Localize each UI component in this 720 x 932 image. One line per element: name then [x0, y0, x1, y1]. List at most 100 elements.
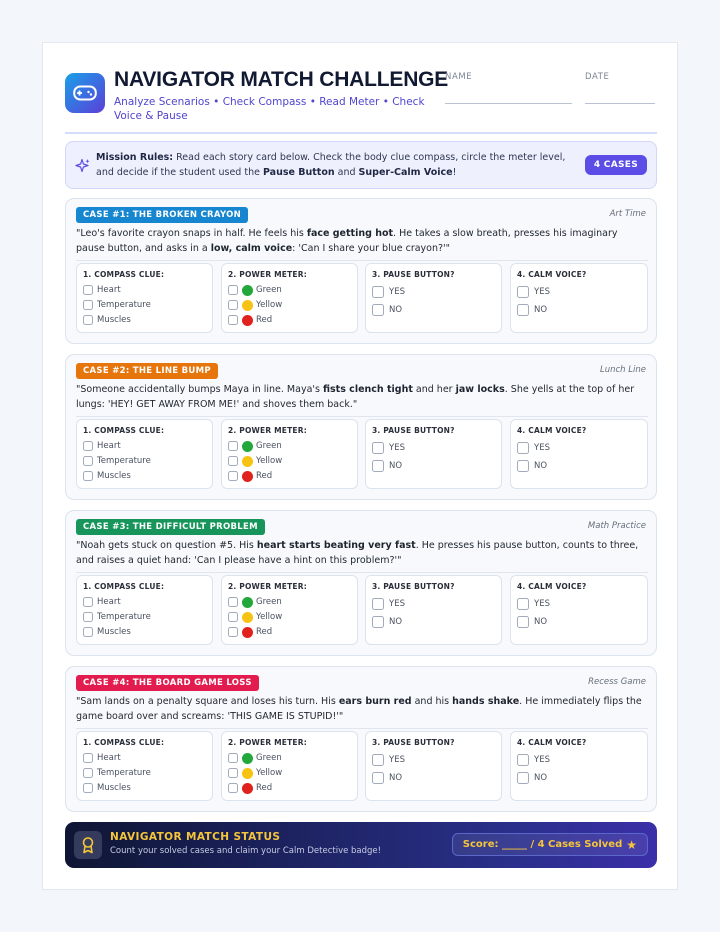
- pause-option-no[interactable]: NO: [372, 772, 402, 784]
- voice-option-no[interactable]: NO: [517, 304, 547, 316]
- checkbox[interactable]: [372, 598, 384, 610]
- pause-option-no[interactable]: NO: [372, 304, 402, 316]
- checkbox[interactable]: [228, 627, 238, 637]
- power-meter-title: 2. POWER METER:: [228, 426, 307, 435]
- checkbox[interactable]: [372, 754, 384, 766]
- case-story: "Leo's favorite crayon snaps in half. He…: [76, 228, 618, 254]
- checkbox[interactable]: [83, 627, 93, 637]
- checkbox[interactable]: [517, 598, 529, 610]
- checkbox[interactable]: [372, 442, 384, 454]
- compass-option-muscles[interactable]: Muscles: [83, 470, 131, 482]
- checkbox[interactable]: [517, 442, 529, 454]
- compass-option-muscles[interactable]: Muscles: [83, 626, 131, 638]
- compass-option-muscles[interactable]: Muscles: [83, 314, 131, 326]
- checkbox[interactable]: [83, 285, 93, 295]
- meter-option-yellow[interactable]: Yellow: [228, 611, 282, 623]
- meter-option-red[interactable]: Red: [228, 470, 272, 482]
- compass-option-heart[interactable]: Heart: [83, 596, 121, 608]
- checkbox[interactable]: [83, 471, 93, 481]
- checkbox[interactable]: [228, 285, 238, 295]
- pause-option-yes[interactable]: YES: [372, 754, 405, 766]
- score-text: Score: _____ / 4 Cases Solved: [462, 839, 623, 850]
- compass-clue-title: 1. COMPASS CLUE:: [83, 426, 165, 435]
- power-meter-box: 2. POWER METER: Green Yellow Red: [221, 731, 358, 801]
- mission-rules-box: Mission Rules: Read each story card belo…: [65, 141, 657, 189]
- voice-option-yes[interactable]: YES: [517, 754, 550, 766]
- checkbox[interactable]: [83, 783, 93, 793]
- compass-option-heart[interactable]: Heart: [83, 284, 121, 296]
- pause-option-no[interactable]: NO: [372, 460, 402, 472]
- meter-option-yellow[interactable]: Yellow: [228, 455, 282, 467]
- pause-option-yes[interactable]: YES: [372, 286, 405, 298]
- checkbox[interactable]: [228, 597, 238, 607]
- compass-option-temperature[interactable]: Temperature: [83, 767, 151, 779]
- checkbox[interactable]: [228, 456, 238, 466]
- checkbox[interactable]: [83, 315, 93, 325]
- checkbox[interactable]: [372, 616, 384, 628]
- date-field[interactable]: [585, 103, 655, 104]
- score-field[interactable]: Score: _____ / 4 Cases Solved ★: [451, 833, 648, 856]
- meter-option-yellow[interactable]: Yellow: [228, 299, 282, 311]
- checkbox[interactable]: [372, 286, 384, 298]
- compass-option-muscles[interactable]: Muscles: [83, 782, 131, 794]
- pause-button-title: 3. PAUSE BUTTON?: [372, 582, 455, 591]
- compass-option-heart[interactable]: Heart: [83, 752, 121, 764]
- compass-clue-title: 1. COMPASS CLUE:: [83, 738, 165, 747]
- checkbox[interactable]: [83, 300, 93, 310]
- checkbox[interactable]: [228, 315, 238, 325]
- checkbox[interactable]: [372, 772, 384, 784]
- checkbox[interactable]: [372, 304, 384, 316]
- calm-voice-title: 4. CALM VOICE?: [517, 426, 587, 435]
- checkbox[interactable]: [83, 612, 93, 622]
- meter-option-green[interactable]: Green: [228, 596, 282, 608]
- pause-option-no[interactable]: NO: [372, 616, 402, 628]
- pause-option-yes[interactable]: YES: [372, 598, 405, 610]
- voice-option-no[interactable]: NO: [517, 772, 547, 784]
- checkbox[interactable]: [517, 616, 529, 628]
- compass-clue-title: 1. COMPASS CLUE:: [83, 270, 165, 279]
- meter-option-red[interactable]: Red: [228, 782, 272, 794]
- checkbox[interactable]: [228, 441, 238, 451]
- checkbox[interactable]: [517, 286, 529, 298]
- meter-option-green[interactable]: Green: [228, 752, 282, 764]
- voice-option-yes[interactable]: YES: [517, 598, 550, 610]
- compass-option-heart[interactable]: Heart: [83, 440, 121, 452]
- meter-option-red[interactable]: Red: [228, 314, 272, 326]
- yellow-dot-icon: [242, 767, 253, 779]
- checkbox[interactable]: [372, 460, 384, 472]
- voice-option-no[interactable]: NO: [517, 616, 547, 628]
- meter-option-green[interactable]: Green: [228, 284, 282, 296]
- checkbox[interactable]: [83, 597, 93, 607]
- compass-option-temperature[interactable]: Temperature: [83, 299, 151, 311]
- checkbox[interactable]: [228, 783, 238, 793]
- pause-option-yes[interactable]: YES: [372, 442, 405, 454]
- checkbox[interactable]: [228, 300, 238, 310]
- compass-option-temperature[interactable]: Temperature: [83, 611, 151, 623]
- checkbox[interactable]: [228, 753, 238, 763]
- case-divider: [76, 260, 648, 261]
- compass-clue-box: 1. COMPASS CLUE: Heart Temperature Muscl…: [76, 419, 213, 489]
- voice-option-yes[interactable]: YES: [517, 286, 550, 298]
- worksheet-header: NAVIGATOR MATCH CHALLENGE Analyze Scenar…: [65, 68, 655, 132]
- checkbox[interactable]: [83, 441, 93, 451]
- case-tag: CASE #3: THE DIFFICULT PROBLEM: [76, 519, 265, 535]
- checkbox[interactable]: [228, 768, 238, 778]
- checkbox[interactable]: [517, 304, 529, 316]
- calm-voice-title: 4. CALM VOICE?: [517, 582, 587, 591]
- checkbox[interactable]: [517, 460, 529, 472]
- voice-option-no[interactable]: NO: [517, 460, 547, 472]
- meter-option-red[interactable]: Red: [228, 626, 272, 638]
- checkbox[interactable]: [517, 754, 529, 766]
- checkbox[interactable]: [83, 768, 93, 778]
- checkbox[interactable]: [517, 772, 529, 784]
- meter-option-green[interactable]: Green: [228, 440, 282, 452]
- checkbox[interactable]: [228, 612, 238, 622]
- name-field[interactable]: [445, 103, 572, 104]
- checkbox[interactable]: [83, 456, 93, 466]
- checkbox[interactable]: [228, 471, 238, 481]
- pause-button-title: 3. PAUSE BUTTON?: [372, 426, 455, 435]
- meter-option-yellow[interactable]: Yellow: [228, 767, 282, 779]
- checkbox[interactable]: [83, 753, 93, 763]
- compass-option-temperature[interactable]: Temperature: [83, 455, 151, 467]
- voice-option-yes[interactable]: YES: [517, 442, 550, 454]
